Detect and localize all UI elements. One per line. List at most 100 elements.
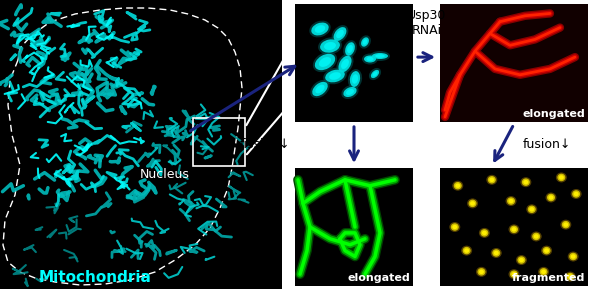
Ellipse shape <box>532 233 540 240</box>
Ellipse shape <box>470 201 475 206</box>
Ellipse shape <box>569 253 577 260</box>
Ellipse shape <box>544 248 549 253</box>
Ellipse shape <box>492 249 500 257</box>
Ellipse shape <box>534 234 539 239</box>
Ellipse shape <box>562 221 570 228</box>
Ellipse shape <box>479 270 484 274</box>
Ellipse shape <box>506 196 516 206</box>
Ellipse shape <box>369 68 381 80</box>
Ellipse shape <box>523 180 528 184</box>
Ellipse shape <box>489 177 494 182</box>
Text: fusion↓: fusion↓ <box>523 138 571 151</box>
Ellipse shape <box>529 207 535 212</box>
Ellipse shape <box>313 52 337 72</box>
Ellipse shape <box>491 248 502 258</box>
Ellipse shape <box>372 71 378 77</box>
Ellipse shape <box>494 251 499 255</box>
Ellipse shape <box>571 254 576 259</box>
Ellipse shape <box>463 247 471 254</box>
Ellipse shape <box>312 23 329 36</box>
Text: elongated: elongated <box>522 109 585 119</box>
Ellipse shape <box>558 174 565 181</box>
Ellipse shape <box>347 45 353 53</box>
Bar <box>0 0 282 289</box>
Ellipse shape <box>343 40 357 58</box>
Ellipse shape <box>541 246 552 255</box>
Ellipse shape <box>343 87 356 97</box>
Ellipse shape <box>467 199 478 208</box>
Ellipse shape <box>509 269 520 279</box>
Ellipse shape <box>541 270 546 274</box>
Ellipse shape <box>359 35 371 49</box>
Ellipse shape <box>572 190 580 198</box>
Ellipse shape <box>451 223 459 231</box>
Ellipse shape <box>323 68 347 84</box>
Ellipse shape <box>563 223 568 227</box>
Ellipse shape <box>350 71 360 87</box>
Ellipse shape <box>538 267 549 277</box>
Ellipse shape <box>482 231 487 235</box>
Bar <box>193 118 245 166</box>
Ellipse shape <box>530 231 542 241</box>
Ellipse shape <box>315 25 325 33</box>
Ellipse shape <box>516 255 527 265</box>
Ellipse shape <box>512 227 516 231</box>
Ellipse shape <box>333 27 346 41</box>
Ellipse shape <box>372 53 388 59</box>
Ellipse shape <box>319 57 331 67</box>
Ellipse shape <box>364 55 376 62</box>
Ellipse shape <box>454 182 462 190</box>
Ellipse shape <box>526 204 537 214</box>
Ellipse shape <box>455 184 460 188</box>
Ellipse shape <box>565 272 576 281</box>
Ellipse shape <box>453 181 463 191</box>
Ellipse shape <box>332 25 348 43</box>
Ellipse shape <box>488 176 496 184</box>
Ellipse shape <box>479 228 490 238</box>
Ellipse shape <box>571 189 582 199</box>
Ellipse shape <box>549 195 553 200</box>
Ellipse shape <box>510 271 518 278</box>
Ellipse shape <box>510 226 518 233</box>
Ellipse shape <box>476 267 487 277</box>
Ellipse shape <box>547 194 555 201</box>
Ellipse shape <box>520 177 532 187</box>
Bar <box>440 168 588 286</box>
Ellipse shape <box>318 37 342 55</box>
Ellipse shape <box>566 273 574 280</box>
Ellipse shape <box>339 56 352 72</box>
Ellipse shape <box>507 197 515 205</box>
Ellipse shape <box>336 54 353 74</box>
Text: Mitochondria: Mitochondria <box>38 271 152 286</box>
Ellipse shape <box>450 222 460 232</box>
Bar <box>295 168 413 286</box>
Ellipse shape <box>312 82 328 96</box>
Ellipse shape <box>509 224 520 234</box>
Ellipse shape <box>540 268 548 276</box>
Text: Nucleus: Nucleus <box>140 168 190 181</box>
Ellipse shape <box>477 268 486 276</box>
Ellipse shape <box>320 39 340 53</box>
Ellipse shape <box>560 220 571 230</box>
Ellipse shape <box>310 80 330 98</box>
Ellipse shape <box>345 42 355 56</box>
Ellipse shape <box>375 54 385 58</box>
Ellipse shape <box>370 51 390 61</box>
Bar <box>295 4 413 122</box>
Ellipse shape <box>361 37 369 47</box>
Ellipse shape <box>480 229 489 237</box>
Ellipse shape <box>453 225 457 229</box>
Ellipse shape <box>486 175 497 185</box>
Ellipse shape <box>341 59 349 69</box>
Ellipse shape <box>468 200 477 207</box>
Ellipse shape <box>342 85 359 99</box>
Ellipse shape <box>528 205 536 213</box>
Ellipse shape <box>348 69 362 89</box>
Ellipse shape <box>568 274 573 279</box>
Ellipse shape <box>315 85 324 93</box>
Bar <box>440 4 588 122</box>
Ellipse shape <box>362 53 378 64</box>
Ellipse shape <box>336 30 344 38</box>
Ellipse shape <box>464 248 469 253</box>
Text: fission↓: fission↓ <box>240 138 290 151</box>
